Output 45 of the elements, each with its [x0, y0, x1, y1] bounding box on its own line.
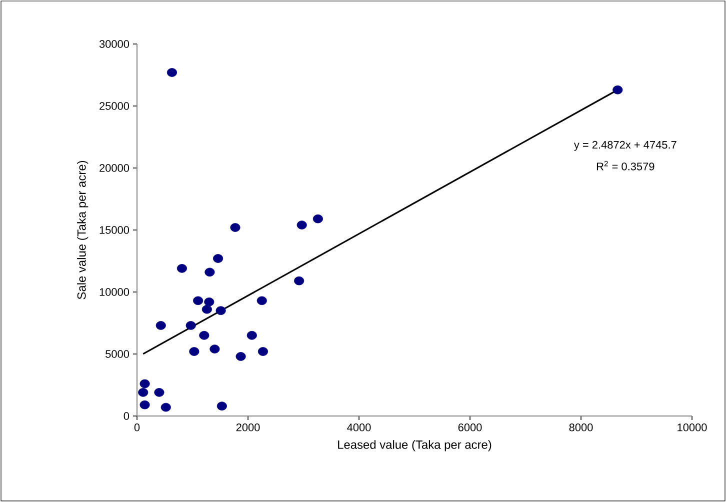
point	[216, 402, 227, 410]
point	[294, 276, 304, 286]
point	[160, 402, 171, 412]
x-tick-label: 10000	[678, 424, 707, 432]
point	[186, 321, 196, 330]
point	[210, 344, 220, 354]
point	[202, 304, 212, 314]
point	[296, 220, 307, 230]
point	[166, 68, 178, 77]
annotation: R$^{2}$ = 0.3579	[596, 160, 654, 170]
y-tick-label: 0	[124, 412, 130, 420]
point	[199, 330, 210, 340]
point	[612, 85, 623, 94]
point	[204, 298, 214, 306]
point	[140, 379, 150, 388]
x-tick-label: 8000	[569, 424, 593, 432]
y-tick-label: 30000	[99, 40, 130, 48]
x-axis-title: Leased value (Taka per acre)	[338, 440, 492, 452]
x-tick-label: 2000	[236, 424, 260, 432]
point	[140, 400, 150, 410]
point	[246, 330, 257, 340]
point	[256, 296, 267, 306]
y-tick-label: 5000	[106, 350, 130, 358]
y-tick-label: 10000	[100, 288, 130, 296]
x-tick-label: 6000	[458, 424, 482, 432]
point	[204, 268, 215, 277]
point	[312, 214, 323, 224]
point	[236, 352, 246, 361]
x-tick-label: 4000	[347, 424, 371, 432]
point	[258, 347, 268, 356]
point	[230, 223, 240, 232]
x-tick-label: 0	[134, 424, 140, 432]
y-axis-title: Sale value (Taka per acre)	[77, 160, 88, 300]
point	[156, 321, 166, 330]
point	[213, 254, 224, 263]
annotation: y = 2.4872x + 4745.7	[574, 140, 676, 151]
point	[154, 388, 164, 397]
y-tick-label: 15000	[100, 226, 130, 234]
point	[176, 264, 187, 273]
y-tick-label: 20000	[100, 164, 130, 172]
point	[138, 388, 148, 397]
point	[193, 296, 204, 306]
point	[216, 306, 226, 315]
y-tick-label: 25000	[100, 102, 130, 110]
point	[189, 347, 200, 356]
